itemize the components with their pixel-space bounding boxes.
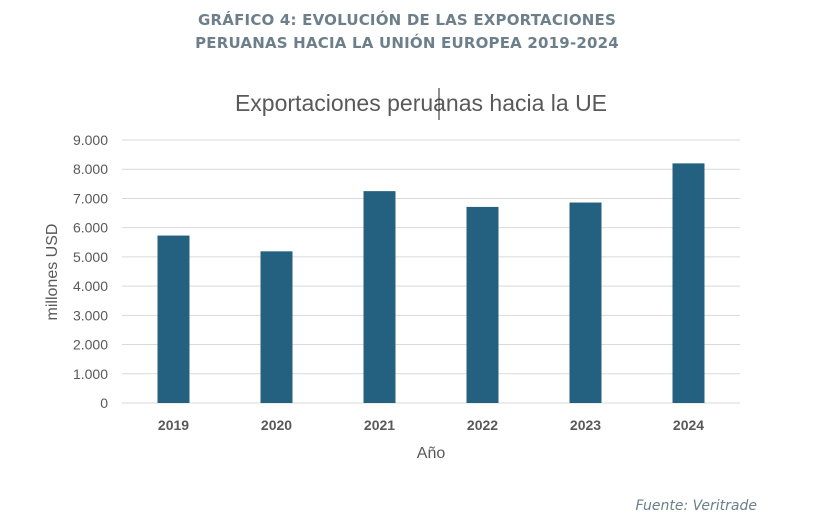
x-tick-label: 2022 — [467, 417, 498, 433]
bars — [157, 163, 705, 403]
chart-title: Exportaciones peruanas hacia la UE — [235, 90, 607, 116]
y-tick-label: 7.000 — [73, 190, 108, 206]
y-tick-label: 6.000 — [73, 220, 108, 236]
y-tick-label: 8.000 — [73, 161, 108, 177]
y-tick-label: 3.000 — [73, 307, 108, 323]
y-tick-label: 9.000 — [73, 132, 108, 148]
bar-2023 — [569, 202, 602, 403]
bar-2021 — [363, 191, 396, 403]
figure-heading-line-1: GRÁFICO 4: EVOLUCIÓN DE LAS EXPORTACIONE… — [198, 11, 616, 29]
source-note: Fuente: Veritrade — [635, 498, 757, 514]
bar-2022 — [466, 206, 499, 403]
x-tick-label: 2021 — [364, 417, 395, 433]
x-axis-ticks: 2019 2020 2021 2022 2023 2024 — [158, 417, 704, 433]
bar-2024 — [672, 163, 705, 403]
y-tick-label: 2.000 — [73, 337, 108, 353]
y-axis-label: millones USD — [44, 224, 61, 321]
y-tick-label: 4.000 — [73, 278, 108, 294]
x-tick-label: 2020 — [261, 417, 292, 433]
figure-heading-line-2: PERUANAS HACIA LA UNIÓN EUROPEA 2019-202… — [195, 34, 619, 52]
y-tick-label: 0 — [100, 395, 108, 411]
x-tick-label: 2023 — [570, 417, 601, 433]
y-axis-ticks: 0 1.000 2.000 3.000 4.000 5.000 6.000 7.000 8.00… — [73, 132, 108, 411]
y-tick-label: 5.000 — [73, 249, 108, 265]
x-axis-label: Año — [417, 445, 446, 462]
y-tick-label: 1.000 — [73, 366, 108, 382]
bar-2019 — [157, 235, 190, 403]
x-tick-label: 2024 — [673, 417, 704, 433]
gridlines — [122, 139, 740, 404]
x-tick-label: 2019 — [158, 417, 189, 433]
bar-2020 — [260, 251, 293, 403]
